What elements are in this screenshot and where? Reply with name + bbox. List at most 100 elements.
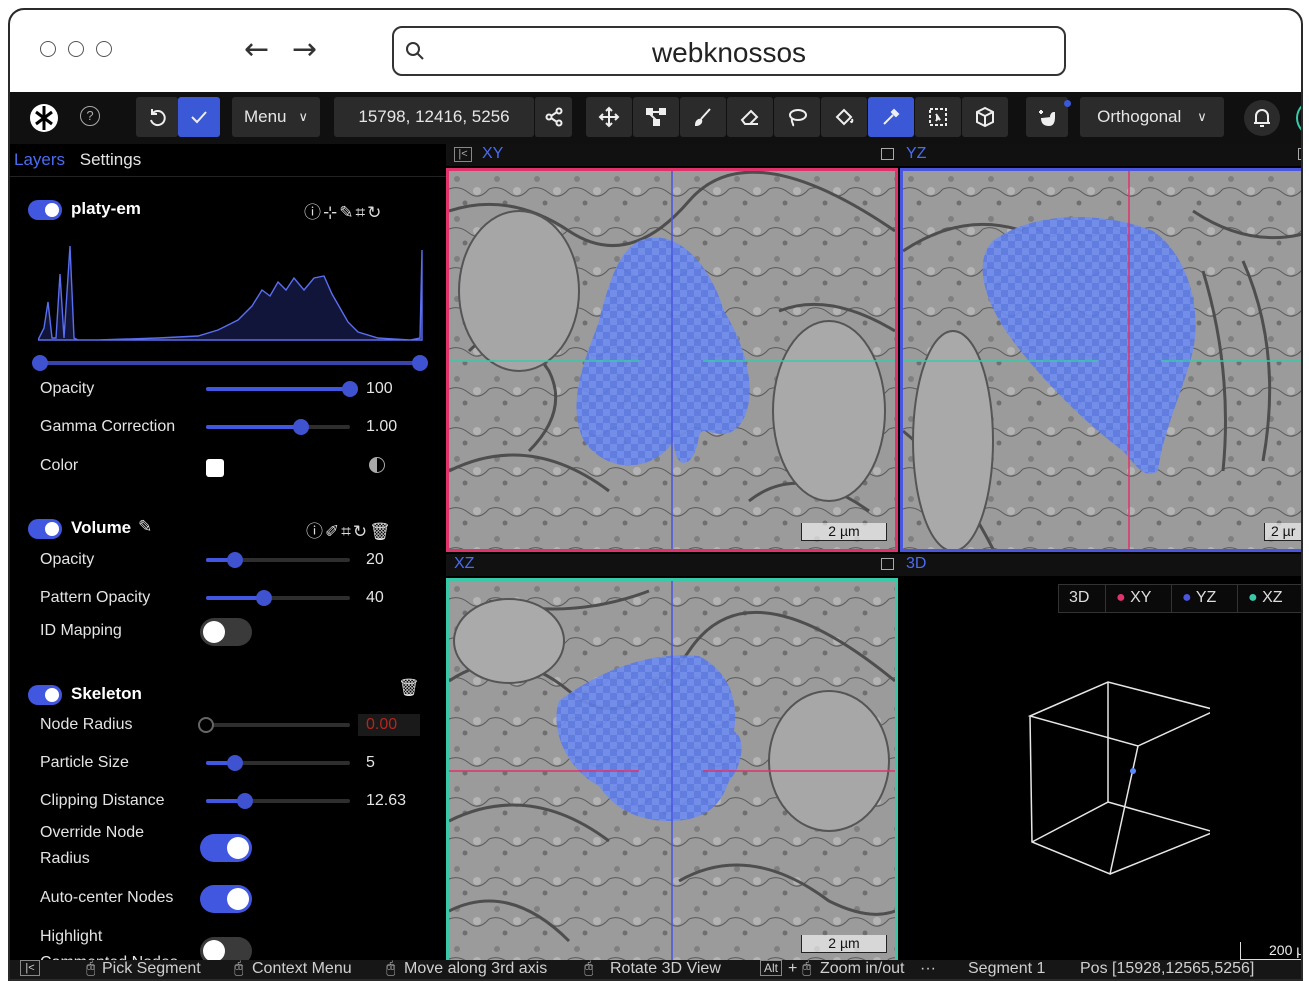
color-swatch[interactable]	[206, 459, 224, 477]
maximize-icon[interactable]	[881, 148, 894, 160]
yz-image[interactable]: 2 µr	[900, 168, 1301, 552]
skeleton-tool-button[interactable]	[633, 97, 679, 137]
bell-icon	[1254, 109, 1270, 127]
more-hints[interactable]: ···	[920, 960, 936, 977]
node-radius-slider[interactable]	[198, 717, 350, 733]
scale-bar: 200 µn	[1240, 942, 1301, 960]
layer-visibility-toggle[interactable]	[28, 519, 62, 539]
view-xz-button[interactable]: ● XZ	[1237, 585, 1301, 613]
chevron-down-icon: ∨	[1197, 109, 1207, 124]
chevron-down-icon: ∨	[298, 109, 309, 124]
mouse-wheel-icon: 🖰	[386, 960, 396, 977]
override-radius-label: Override Node	[40, 824, 145, 841]
move-icon	[598, 106, 620, 128]
add-hand-button[interactable]	[1026, 97, 1068, 137]
id-mapping-toggle[interactable]	[200, 618, 252, 646]
view-xy-label: XY	[1130, 589, 1152, 606]
xy-image[interactable]: 2 µm	[446, 168, 898, 552]
node-radius-input[interactable]: 0.00	[358, 714, 420, 736]
trash-icon[interactable]: 🗑	[398, 678, 422, 698]
share-button[interactable]	[534, 97, 572, 137]
eraser-tool-button[interactable]	[727, 97, 773, 137]
edit-icon[interactable]: ✎	[339, 203, 356, 223]
invert-color-icon[interactable]	[369, 457, 385, 473]
maximize-icon[interactable]	[881, 558, 894, 570]
save-button[interactable]	[178, 97, 220, 137]
info-icon[interactable]: ⓘ	[306, 522, 325, 542]
trash-icon[interactable]: 🗑	[369, 522, 393, 542]
pattern-opacity-slider[interactable]	[206, 590, 350, 606]
brush-icon[interactable]: ✐	[325, 522, 342, 542]
hint-pick-segment: Pick Segment	[102, 960, 201, 977]
forward-arrow-icon[interactable]: →	[292, 32, 318, 67]
layer-name: platy-em	[71, 199, 141, 218]
layer-actions: ⓘ⊹✎⌗↻	[304, 198, 383, 223]
info-icon[interactable]: ⓘ	[304, 203, 323, 223]
back-arrow-icon[interactable]: ←	[244, 32, 270, 67]
menu-dropdown[interactable]: Menu ∨	[232, 97, 320, 137]
help-icon[interactable]: ?	[80, 106, 100, 126]
user-avatar[interactable]	[1296, 100, 1301, 136]
collapse-sidebar-icon[interactable]: |<	[454, 147, 472, 162]
brush-icon	[694, 108, 711, 127]
viewport-yz[interactable]: YZ 2 µr	[900, 144, 1301, 554]
reload-icon[interactable]: ↻	[367, 203, 384, 223]
crosshair-icon[interactable]: ⊹	[323, 203, 340, 223]
particle-size-slider[interactable]	[206, 755, 350, 771]
picker-tool-button[interactable]	[868, 97, 914, 137]
viewport-title: YZ	[906, 145, 927, 162]
reload-icon[interactable]: ↻	[352, 522, 370, 542]
auto-center-toggle[interactable]	[200, 885, 252, 913]
view-xy-button[interactable]: ● XY	[1105, 585, 1171, 613]
layer-name: Volume	[71, 518, 132, 537]
search-icon	[406, 42, 424, 60]
app-window: ← → webknossos ? Menu ∨ 15798, 12416, 525…	[8, 8, 1303, 981]
view-yz-button[interactable]: ● YZ	[1171, 585, 1237, 613]
fill-tool-button[interactable]	[821, 97, 867, 137]
opacity-slider[interactable]	[206, 381, 358, 397]
bounding-box-tool-button[interactable]	[915, 97, 961, 137]
window-minimize-dot[interactable]	[68, 41, 84, 57]
lasso-tool-button[interactable]	[774, 97, 820, 137]
url-text: webknossos	[651, 37, 807, 68]
position-input[interactable]: 15798, 12416, 5256	[334, 97, 534, 137]
notification-dot	[1064, 100, 1071, 107]
mouse-drag-icon: 🖰	[584, 960, 594, 977]
rename-icon[interactable]: ✎	[138, 517, 155, 537]
camera-buttons: 3D ● XY ● YZ ● XZ	[1058, 584, 1301, 613]
layer-visibility-toggle[interactable]	[28, 200, 62, 220]
notifications-button[interactable]	[1244, 100, 1280, 136]
window-maximize-dot[interactable]	[96, 41, 112, 57]
layer-visibility-toggle[interactable]	[28, 685, 62, 705]
tab-settings[interactable]: Settings	[79, 150, 142, 169]
brush-tool-button[interactable]	[680, 97, 726, 137]
maximize-icon[interactable]	[1298, 148, 1301, 160]
tab-layers[interactable]: Layers	[14, 150, 66, 169]
move-tool-button[interactable]	[586, 97, 632, 137]
override-radius-toggle[interactable]	[200, 834, 252, 862]
xz-image[interactable]: 2 µm	[446, 578, 898, 964]
bounding-icon[interactable]: ⌗	[341, 522, 353, 542]
view-mode-dropdown[interactable]: Orthogonal ∨	[1080, 97, 1224, 137]
viewport-xz[interactable]: XZ 2 µm	[446, 554, 900, 964]
view-xz-label: XZ	[1262, 589, 1283, 606]
webknossos-logo-icon[interactable]	[28, 102, 60, 134]
cube-icon	[976, 106, 994, 128]
address-bar[interactable]: webknossos	[392, 26, 1066, 76]
layers-sidebar: Layers Settings platy-em ⓘ⊹✎⌗↻ Opacity 1…	[10, 144, 446, 971]
gamma-slider[interactable]	[206, 419, 350, 435]
collapse-icon[interactable]: |<	[20, 960, 40, 976]
view-3d-button[interactable]: 3D	[1069, 589, 1090, 606]
viewport-3d[interactable]: 3D 3D ● XY ● YZ ● XZ 200 µn	[900, 554, 1301, 964]
node-radius-label: Node Radius	[40, 716, 133, 733]
histogram-max-handle[interactable]	[412, 355, 428, 371]
layer-name: Skeleton	[71, 684, 142, 703]
window-close-dot[interactable]	[40, 41, 56, 57]
proofreading-tool-button[interactable]	[962, 97, 1008, 137]
clipping-distance-slider[interactable]	[206, 793, 350, 809]
bounding-icon[interactable]: ⌗	[355, 203, 368, 223]
volume-opacity-slider[interactable]	[206, 552, 350, 568]
undo-button[interactable]	[136, 97, 178, 137]
viewport-xy[interactable]: |< XY 2 µm	[446, 144, 900, 554]
histogram-min-handle[interactable]	[32, 355, 48, 371]
